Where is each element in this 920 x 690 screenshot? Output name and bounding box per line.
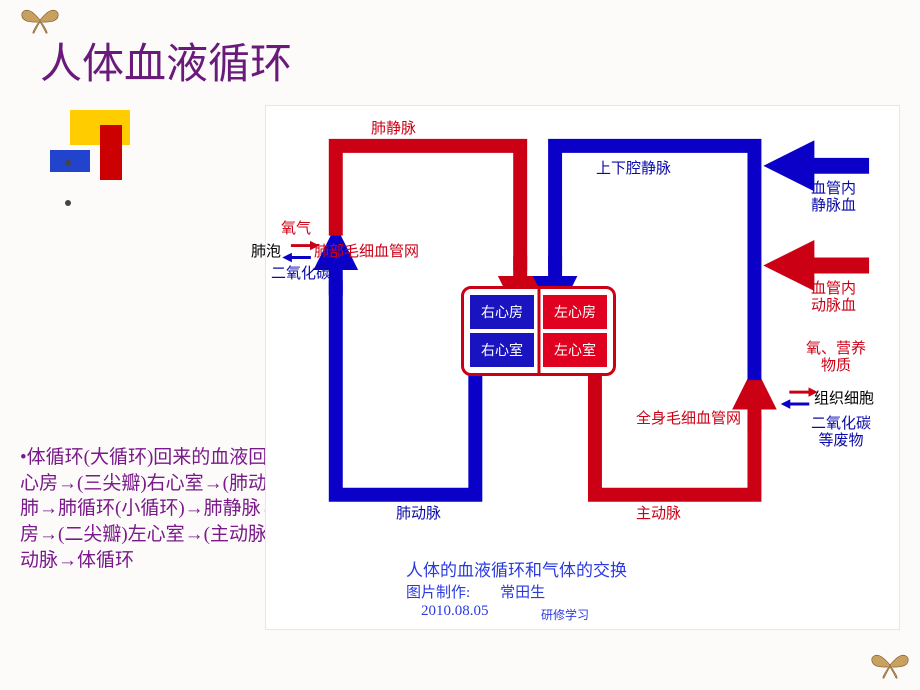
- label-co2: 二氧化碳: [271, 266, 331, 283]
- label-lung-cap: 肺部毛细血管网: [314, 244, 419, 261]
- caption-line1: 人体的血液循环和气体的交换: [406, 556, 627, 581]
- circulation-diagram: 右心房 左心房 右心室 左心室 肺静脉 上下腔静脉 氧气 肺泡 肺部毛细血管网 …: [265, 105, 900, 630]
- bullet-icon: [65, 200, 71, 206]
- butterfly-icon: [870, 650, 910, 680]
- label-tissue: 组织细胞: [814, 391, 874, 408]
- right-atrium: 右心房: [470, 295, 534, 329]
- caption-line3: 2010.08.05: [421, 603, 489, 620]
- label-aorta: 主动脉: [636, 506, 681, 523]
- label-body-cap: 全身毛细血管网: [636, 411, 741, 428]
- label-pulmonary-artery: 肺动脉: [396, 506, 441, 523]
- label-co2-waste: 二氧化碳 等废物: [811, 416, 871, 451]
- legend-artery: 血管内 动脉血: [811, 281, 856, 316]
- bullet-icon: [65, 160, 71, 166]
- left-ventricle: 左心室: [543, 333, 607, 367]
- left-atrium: 左心房: [543, 295, 607, 329]
- label-pulmonary-vein: 肺静脉: [371, 121, 416, 138]
- right-ventricle: 右心室: [470, 333, 534, 367]
- label-vena-cava: 上下腔静脉: [596, 161, 671, 178]
- label-alveoli: 肺泡: [251, 244, 281, 261]
- label-o2-nutrient: 氧、营养 物质: [806, 341, 866, 376]
- caption-line4: 研修学习: [541, 606, 589, 623]
- caption-line2: 图片制作: 常田生: [406, 581, 545, 602]
- label-oxygen: 氧气: [281, 221, 311, 238]
- legend-vein: 血管内 静脉血: [811, 181, 856, 216]
- page-title: 人体血液循环: [40, 30, 292, 91]
- heart-box: 右心房 左心房 右心室 左心室: [461, 286, 616, 376]
